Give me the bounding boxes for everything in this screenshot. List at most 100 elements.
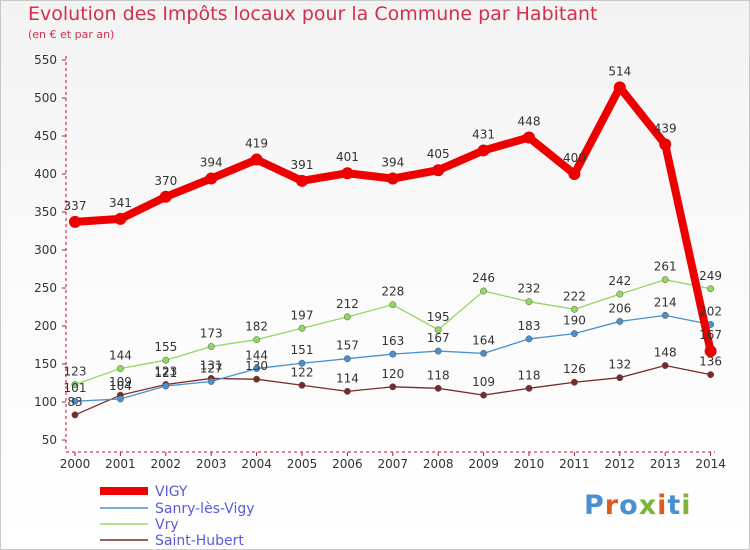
data-label: 370 bbox=[154, 174, 177, 188]
y-tick-label: 100 bbox=[34, 395, 57, 409]
data-point bbox=[253, 336, 261, 344]
data-label: 123 bbox=[154, 365, 177, 379]
data-point bbox=[159, 190, 172, 203]
data-point bbox=[207, 378, 215, 385]
data-point bbox=[659, 138, 672, 151]
data-point bbox=[661, 362, 669, 369]
logo-letter: r bbox=[604, 490, 620, 521]
data-point bbox=[480, 287, 488, 295]
data-label: 206 bbox=[608, 301, 631, 315]
data-label: 261 bbox=[654, 260, 677, 274]
data-label: 341 bbox=[109, 196, 132, 210]
data-label: 118 bbox=[427, 368, 450, 382]
x-tick-label: 2006 bbox=[332, 457, 363, 471]
data-point bbox=[704, 345, 717, 358]
x-tick-label: 2007 bbox=[378, 457, 409, 471]
data-label: 151 bbox=[291, 343, 314, 357]
x-tick-label: 2000 bbox=[60, 457, 91, 471]
y-tick-label: 350 bbox=[34, 205, 57, 219]
data-label: 182 bbox=[245, 320, 268, 334]
data-label: 228 bbox=[381, 285, 404, 299]
data-label: 419 bbox=[245, 137, 268, 151]
data-point bbox=[525, 298, 533, 306]
data-point bbox=[207, 343, 215, 350]
data-point bbox=[71, 397, 79, 405]
data-point bbox=[477, 144, 490, 157]
chart-title: Evolution des Impôts locaux pour la Comm… bbox=[28, 3, 598, 25]
data-point bbox=[162, 382, 170, 390]
data-point bbox=[616, 374, 624, 382]
y-tick-label: 50 bbox=[42, 433, 57, 447]
data-label: 173 bbox=[200, 327, 223, 341]
y-tick-label: 400 bbox=[34, 167, 57, 181]
data-point bbox=[523, 131, 535, 144]
logo-letter: x bbox=[638, 490, 658, 521]
data-label: 121 bbox=[154, 366, 177, 380]
data-point bbox=[253, 375, 261, 383]
legend-label: Vry bbox=[155, 517, 179, 533]
data-label: 144 bbox=[109, 349, 132, 363]
data-label: 157 bbox=[336, 339, 359, 353]
data-label: 109 bbox=[109, 375, 132, 389]
data-point bbox=[116, 365, 124, 373]
data-point bbox=[570, 330, 578, 338]
data-label: 123 bbox=[64, 365, 87, 379]
data-label: 144 bbox=[245, 349, 268, 363]
data-label: 202 bbox=[699, 304, 722, 318]
data-label: 83 bbox=[67, 395, 82, 409]
data-label: 195 bbox=[427, 310, 450, 324]
data-point bbox=[661, 311, 669, 319]
data-point bbox=[162, 356, 170, 364]
x-tick-label: 2002 bbox=[151, 457, 182, 471]
data-label: 167 bbox=[427, 331, 450, 345]
x-tick-label: 2001 bbox=[105, 457, 136, 471]
data-label: 101 bbox=[64, 381, 87, 395]
data-label: 132 bbox=[608, 358, 631, 372]
data-label: 232 bbox=[518, 282, 541, 296]
data-point bbox=[389, 301, 397, 309]
legend-label: Sanry-lès-Vigy bbox=[155, 501, 255, 517]
data-point bbox=[71, 411, 79, 419]
data-point bbox=[298, 381, 306, 389]
data-label: 439 bbox=[654, 121, 677, 135]
x-tick-label: 2010 bbox=[514, 457, 545, 471]
data-label: 109 bbox=[472, 375, 495, 389]
data-point bbox=[616, 290, 624, 298]
logo-letter: o bbox=[619, 490, 639, 521]
logo-letter: P bbox=[584, 490, 605, 521]
data-point bbox=[480, 391, 488, 399]
data-label: 197 bbox=[291, 308, 314, 322]
x-tick-label: 2005 bbox=[287, 457, 318, 471]
data-point bbox=[343, 387, 351, 395]
data-point bbox=[386, 172, 399, 185]
logo-letter: t bbox=[667, 490, 682, 521]
data-point bbox=[434, 326, 442, 334]
y-tick-label: 150 bbox=[34, 357, 57, 371]
data-label: 136 bbox=[699, 355, 722, 369]
data-label: 212 bbox=[336, 297, 359, 311]
data-point bbox=[707, 371, 715, 379]
data-point bbox=[568, 168, 581, 180]
data-point bbox=[343, 313, 351, 321]
data-point bbox=[661, 276, 669, 284]
data-label: 118 bbox=[518, 368, 541, 382]
data-point bbox=[341, 167, 354, 180]
y-tick-label: 200 bbox=[34, 319, 57, 333]
data-point bbox=[434, 347, 442, 355]
logo-letter: i bbox=[657, 490, 668, 521]
data-label: 394 bbox=[200, 156, 223, 170]
data-label: 130 bbox=[245, 359, 268, 373]
data-point bbox=[69, 215, 81, 228]
data-point bbox=[525, 384, 533, 392]
chart-subtitle: (en € et par an) bbox=[28, 28, 115, 41]
x-tick-label: 2004 bbox=[241, 457, 272, 471]
data-label: 405 bbox=[427, 147, 450, 161]
proxiti-logo: Proxiti bbox=[584, 490, 692, 521]
data-label: 222 bbox=[563, 289, 586, 303]
data-label: 126 bbox=[563, 362, 586, 376]
data-label: 246 bbox=[472, 271, 495, 285]
data-label: 183 bbox=[518, 319, 541, 333]
data-label: 337 bbox=[64, 199, 87, 213]
y-tick-label: 550 bbox=[34, 53, 57, 67]
